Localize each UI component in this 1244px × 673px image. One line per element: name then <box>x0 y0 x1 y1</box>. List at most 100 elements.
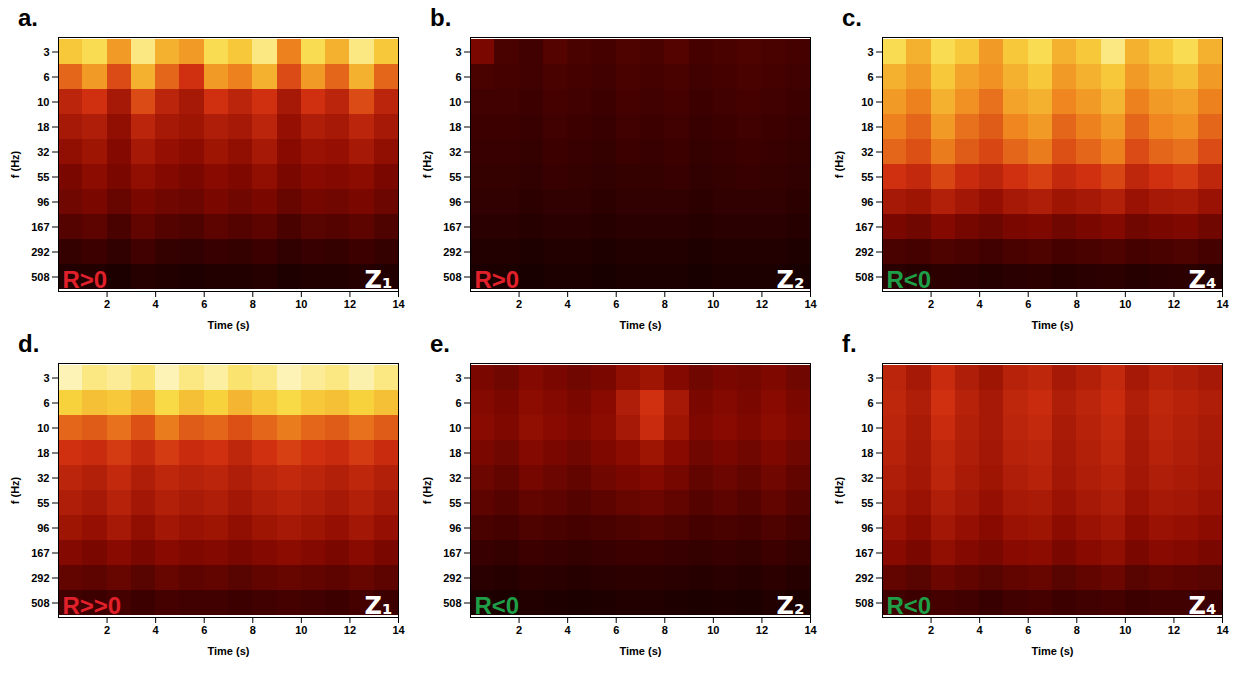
svg-text:f (Hz): f (Hz) <box>9 476 21 504</box>
svg-text:f (Hz): f (Hz) <box>9 150 21 178</box>
svg-text:14: 14 <box>392 298 405 310</box>
svg-text:18: 18 <box>37 447 49 459</box>
svg-text:8: 8 <box>250 298 256 310</box>
svg-text:32: 32 <box>37 146 49 158</box>
svg-text:96: 96 <box>449 522 461 534</box>
svg-text:R>0: R>0 <box>475 266 520 293</box>
svg-text:10: 10 <box>449 422 461 434</box>
svg-text:Time (s): Time (s) <box>1032 319 1074 331</box>
svg-text:Time (s): Time (s) <box>208 319 250 331</box>
svg-text:R<0: R<0 <box>887 266 932 293</box>
svg-text:18: 18 <box>449 447 461 459</box>
svg-text:Time (s): Time (s) <box>620 319 662 331</box>
svg-text:18: 18 <box>861 121 873 133</box>
svg-text:6: 6 <box>43 397 49 409</box>
svg-text:292: 292 <box>443 572 461 584</box>
svg-text:18: 18 <box>449 121 461 133</box>
svg-text:292: 292 <box>443 246 461 258</box>
svg-text:508: 508 <box>443 271 461 283</box>
svg-text:f (Hz): f (Hz) <box>833 476 845 504</box>
svg-text:6: 6 <box>613 624 619 636</box>
svg-text:Z₁: Z₁ <box>365 266 393 294</box>
svg-text:96: 96 <box>449 196 461 208</box>
svg-text:10: 10 <box>295 624 307 636</box>
svg-text:18: 18 <box>861 447 873 459</box>
svg-text:3: 3 <box>867 46 873 58</box>
svg-text:8: 8 <box>662 298 668 310</box>
svg-text:4: 4 <box>153 298 160 310</box>
svg-text:8: 8 <box>1074 298 1080 310</box>
svg-text:18: 18 <box>37 121 49 133</box>
svg-text:12: 12 <box>1168 298 1180 310</box>
svg-text:96: 96 <box>861 196 873 208</box>
svg-text:6: 6 <box>43 71 49 83</box>
svg-text:96: 96 <box>861 522 873 534</box>
svg-text:10: 10 <box>37 422 49 434</box>
svg-text:14: 14 <box>804 298 817 310</box>
svg-text:292: 292 <box>31 246 49 258</box>
svg-text:6: 6 <box>201 624 207 636</box>
svg-text:3: 3 <box>455 372 461 384</box>
svg-text:6: 6 <box>201 298 207 310</box>
svg-text:508: 508 <box>443 597 461 609</box>
svg-text:10: 10 <box>707 298 719 310</box>
svg-text:12: 12 <box>756 298 768 310</box>
svg-text:2: 2 <box>928 298 934 310</box>
svg-text:12: 12 <box>344 298 356 310</box>
svg-text:8: 8 <box>250 624 256 636</box>
svg-text:55: 55 <box>449 171 461 183</box>
svg-text:4: 4 <box>977 298 984 310</box>
svg-text:14: 14 <box>1216 624 1229 636</box>
svg-text:10: 10 <box>1119 624 1131 636</box>
svg-text:14: 14 <box>1216 298 1229 310</box>
svg-text:32: 32 <box>449 146 461 158</box>
svg-text:10: 10 <box>295 298 307 310</box>
svg-text:12: 12 <box>344 624 356 636</box>
svg-text:R>>0: R>>0 <box>63 592 122 619</box>
svg-text:6: 6 <box>867 71 873 83</box>
svg-text:292: 292 <box>855 572 873 584</box>
svg-text:6: 6 <box>455 397 461 409</box>
svg-text:508: 508 <box>855 271 873 283</box>
svg-text:Time (s): Time (s) <box>208 645 250 657</box>
svg-text:12: 12 <box>1168 624 1180 636</box>
svg-text:4: 4 <box>153 624 160 636</box>
svg-text:32: 32 <box>861 472 873 484</box>
svg-text:167: 167 <box>855 547 873 559</box>
svg-text:508: 508 <box>855 597 873 609</box>
svg-text:3: 3 <box>867 372 873 384</box>
svg-text:96: 96 <box>37 196 49 208</box>
svg-text:32: 32 <box>449 472 461 484</box>
svg-text:167: 167 <box>443 221 461 233</box>
svg-text:f (Hz): f (Hz) <box>421 476 433 504</box>
svg-text:Time (s): Time (s) <box>1032 645 1074 657</box>
svg-text:10: 10 <box>449 96 461 108</box>
svg-text:6: 6 <box>1025 624 1031 636</box>
svg-text:167: 167 <box>443 547 461 559</box>
svg-text:32: 32 <box>37 472 49 484</box>
svg-text:6: 6 <box>867 397 873 409</box>
svg-text:Z₂: Z₂ <box>777 592 805 620</box>
svg-text:55: 55 <box>449 497 461 509</box>
svg-text:167: 167 <box>855 221 873 233</box>
svg-text:Time (s): Time (s) <box>620 645 662 657</box>
svg-text:8: 8 <box>662 624 668 636</box>
svg-text:12: 12 <box>756 624 768 636</box>
svg-text:3: 3 <box>43 372 49 384</box>
svg-text:2: 2 <box>104 298 110 310</box>
svg-text:508: 508 <box>31 597 49 609</box>
svg-text:96: 96 <box>37 522 49 534</box>
svg-text:10: 10 <box>707 624 719 636</box>
svg-text:55: 55 <box>37 497 49 509</box>
svg-text:2: 2 <box>516 624 522 636</box>
svg-text:f (Hz): f (Hz) <box>833 150 845 178</box>
svg-text:f (Hz): f (Hz) <box>421 150 433 178</box>
svg-text:6: 6 <box>455 71 461 83</box>
svg-text:167: 167 <box>31 221 49 233</box>
svg-text:4: 4 <box>565 298 572 310</box>
svg-text:10: 10 <box>861 422 873 434</box>
svg-text:32: 32 <box>861 146 873 158</box>
svg-text:14: 14 <box>392 624 405 636</box>
svg-text:2: 2 <box>928 624 934 636</box>
svg-text:14: 14 <box>804 624 817 636</box>
